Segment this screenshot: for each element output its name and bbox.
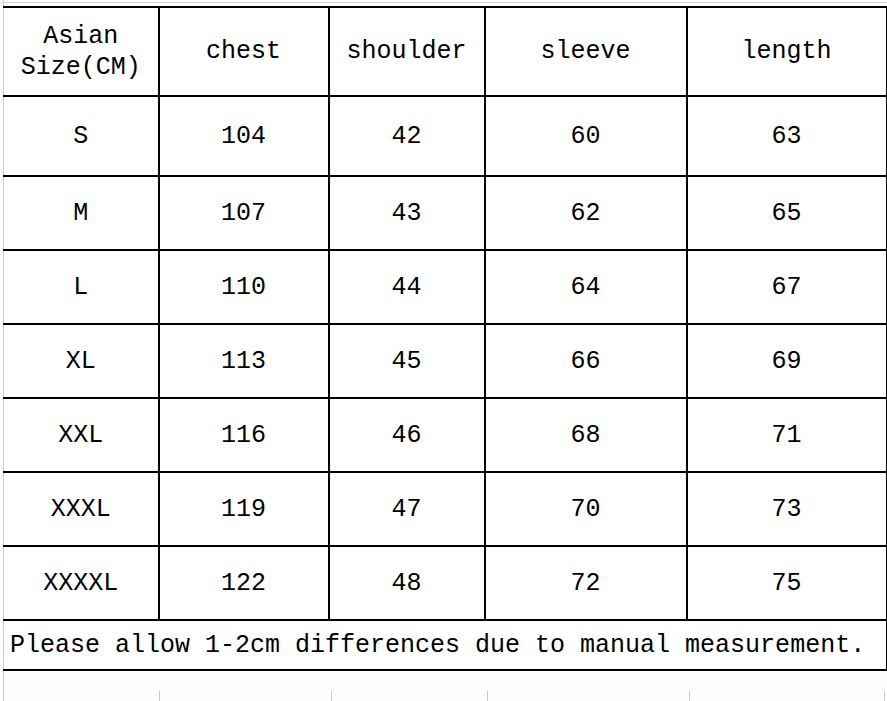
shoulder-value: 47 bbox=[329, 472, 485, 546]
chest-value: 116 bbox=[159, 398, 329, 472]
chest-value: 104 bbox=[159, 96, 329, 176]
sleeve-value: 66 bbox=[485, 324, 687, 398]
sleeve-value: 68 bbox=[485, 398, 687, 472]
size-label: XXXXL bbox=[4, 546, 159, 620]
gridline-stub bbox=[331, 691, 332, 701]
shoulder-value: 42 bbox=[329, 96, 485, 176]
size-chart-image: Asian Size(CM) chest shoulder sleeve len… bbox=[0, 0, 887, 701]
gridline-top bbox=[0, 2, 887, 3]
sleeve-value: 72 bbox=[485, 546, 687, 620]
sleeve-value: 64 bbox=[485, 250, 687, 324]
shoulder-value: 46 bbox=[329, 398, 485, 472]
size-label: M bbox=[4, 176, 159, 250]
gridline-stub bbox=[689, 691, 690, 701]
measurement-note: Please allow 1-2cm differences due to ma… bbox=[4, 620, 887, 670]
note-row: Please allow 1-2cm differences due to ma… bbox=[4, 620, 887, 670]
sleeve-value: 60 bbox=[485, 96, 687, 176]
length-value: 67 bbox=[687, 250, 887, 324]
length-value: 63 bbox=[687, 96, 887, 176]
chest-value: 113 bbox=[159, 324, 329, 398]
length-value: 69 bbox=[687, 324, 887, 398]
size-table: Asian Size(CM) chest shoulder sleeve len… bbox=[3, 6, 887, 671]
shoulder-value: 44 bbox=[329, 250, 485, 324]
col-header-chest: chest bbox=[159, 7, 329, 96]
col-header-sleeve: sleeve bbox=[485, 7, 687, 96]
size-label: XXL bbox=[4, 398, 159, 472]
gridline-stub bbox=[884, 691, 885, 701]
table-row-m: M 107 43 62 65 bbox=[4, 176, 887, 250]
size-label: S bbox=[4, 96, 159, 176]
length-value: 71 bbox=[687, 398, 887, 472]
length-value: 73 bbox=[687, 472, 887, 546]
table-row-l: L 110 44 64 67 bbox=[4, 250, 887, 324]
table-row-xxxxl: XXXXL 122 48 72 75 bbox=[4, 546, 887, 620]
header-row: Asian Size(CM) chest shoulder sleeve len… bbox=[4, 7, 887, 96]
chest-value: 107 bbox=[159, 176, 329, 250]
chest-value: 110 bbox=[159, 250, 329, 324]
shoulder-value: 45 bbox=[329, 324, 485, 398]
table-row-s: S 104 42 60 63 bbox=[4, 96, 887, 176]
col-header-length: length bbox=[687, 7, 887, 96]
shoulder-value: 43 bbox=[329, 176, 485, 250]
gridline-stub bbox=[487, 691, 488, 701]
shoulder-value: 48 bbox=[329, 546, 485, 620]
col-header-asian-size: Asian Size(CM) bbox=[4, 7, 159, 96]
size-label: L bbox=[4, 250, 159, 324]
length-value: 75 bbox=[687, 546, 887, 620]
chest-value: 119 bbox=[159, 472, 329, 546]
size-label: XL bbox=[4, 324, 159, 398]
table-row-xl: XL 113 45 66 69 bbox=[4, 324, 887, 398]
gridline-stub bbox=[159, 691, 160, 701]
size-label: XXXL bbox=[4, 472, 159, 546]
table-row-xxxl: XXXL 119 47 70 73 bbox=[4, 472, 887, 546]
sleeve-value: 70 bbox=[485, 472, 687, 546]
length-value: 65 bbox=[687, 176, 887, 250]
chest-value: 122 bbox=[159, 546, 329, 620]
col-header-shoulder: shoulder bbox=[329, 7, 485, 96]
table-row-xxl: XXL 116 46 68 71 bbox=[4, 398, 887, 472]
sleeve-value: 62 bbox=[485, 176, 687, 250]
